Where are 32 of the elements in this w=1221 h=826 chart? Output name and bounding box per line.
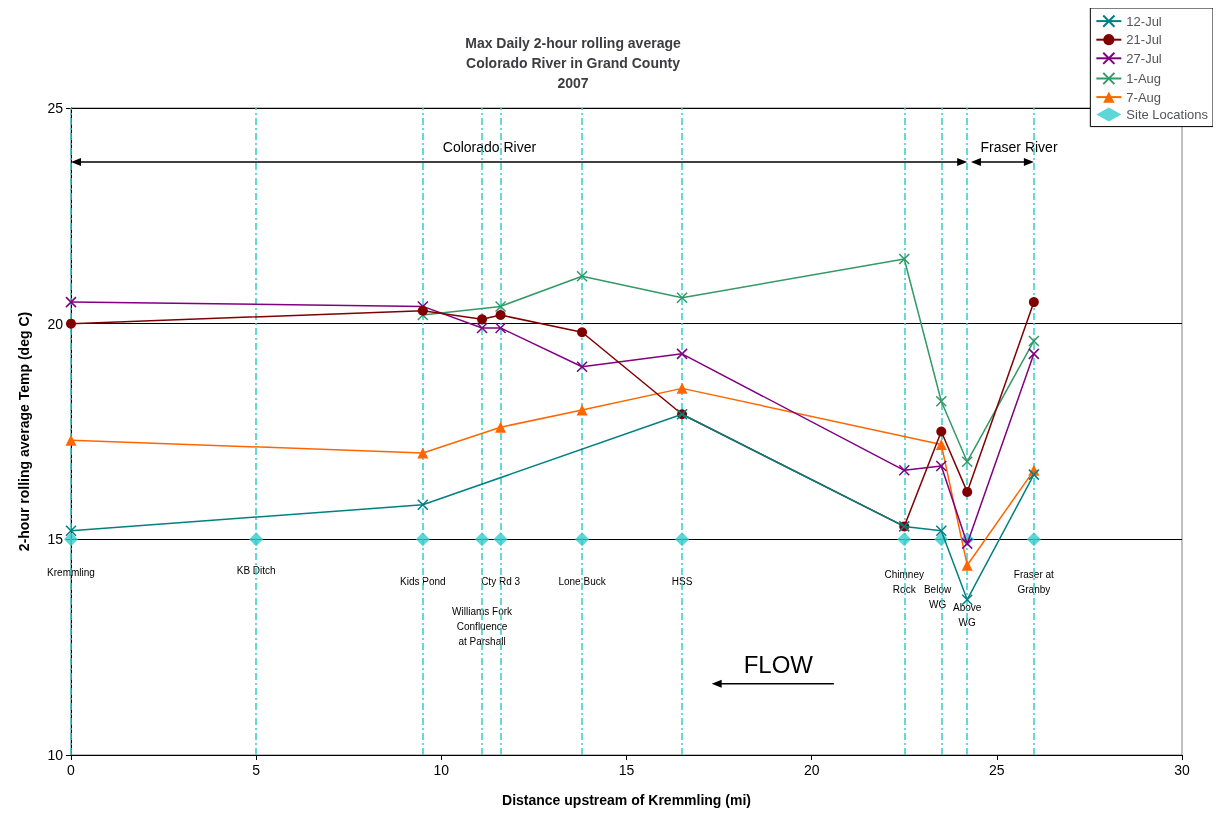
annotation: Below WG (923, 584, 952, 611)
y-tick-label: 20 (47, 315, 64, 332)
annotation: Colorado River (442, 138, 537, 155)
annotation: HSS (671, 575, 693, 587)
x-axis-title: Distance upstream of Kremmling (mi) (502, 792, 751, 808)
legend-label: 7-Aug (1126, 89, 1162, 105)
x-tick-label: 20 (803, 762, 820, 778)
y-tick-label: 10 (47, 747, 64, 763)
legend-label: 21-Jul (1126, 32, 1162, 48)
y-tick-label: 15 (47, 531, 64, 548)
annotation: Cty Rd 3 (481, 575, 521, 587)
x-tick-label: 5 (252, 762, 261, 778)
annotation: FLOW (743, 650, 814, 678)
y-axis-title: 2-hour rolling average Temp (deg C) (16, 311, 32, 552)
legend-label: 27-Jul (1126, 50, 1162, 66)
y-tick-label: 25 (47, 100, 64, 116)
legend-label: 12-Jul (1126, 13, 1162, 29)
legend-label: Site Locations (1126, 107, 1209, 123)
x-tick-label: 15 (618, 762, 635, 778)
annotation: Fraser at Granby (1013, 569, 1055, 596)
annotation: Williams Fork Confluence at Parshall (452, 606, 514, 648)
annotation: Above WG (953, 601, 982, 628)
annotation: Fraser River (980, 138, 1058, 155)
annotation: Kids Pond (400, 575, 446, 587)
annotation: Chimney Rock (884, 569, 924, 596)
x-tick-label: 25 (989, 762, 1005, 778)
x-tick-label: 0 (67, 762, 76, 778)
chart-title: Max Daily 2-hour rolling average Colorado River in Grand County 2007 (465, 35, 681, 91)
annotation: Lone Buck (558, 575, 607, 587)
legend-label: 1-Aug (1126, 71, 1162, 86)
x-tick-label: 10 (433, 762, 450, 778)
x-tick-label: 30 (1174, 762, 1190, 778)
